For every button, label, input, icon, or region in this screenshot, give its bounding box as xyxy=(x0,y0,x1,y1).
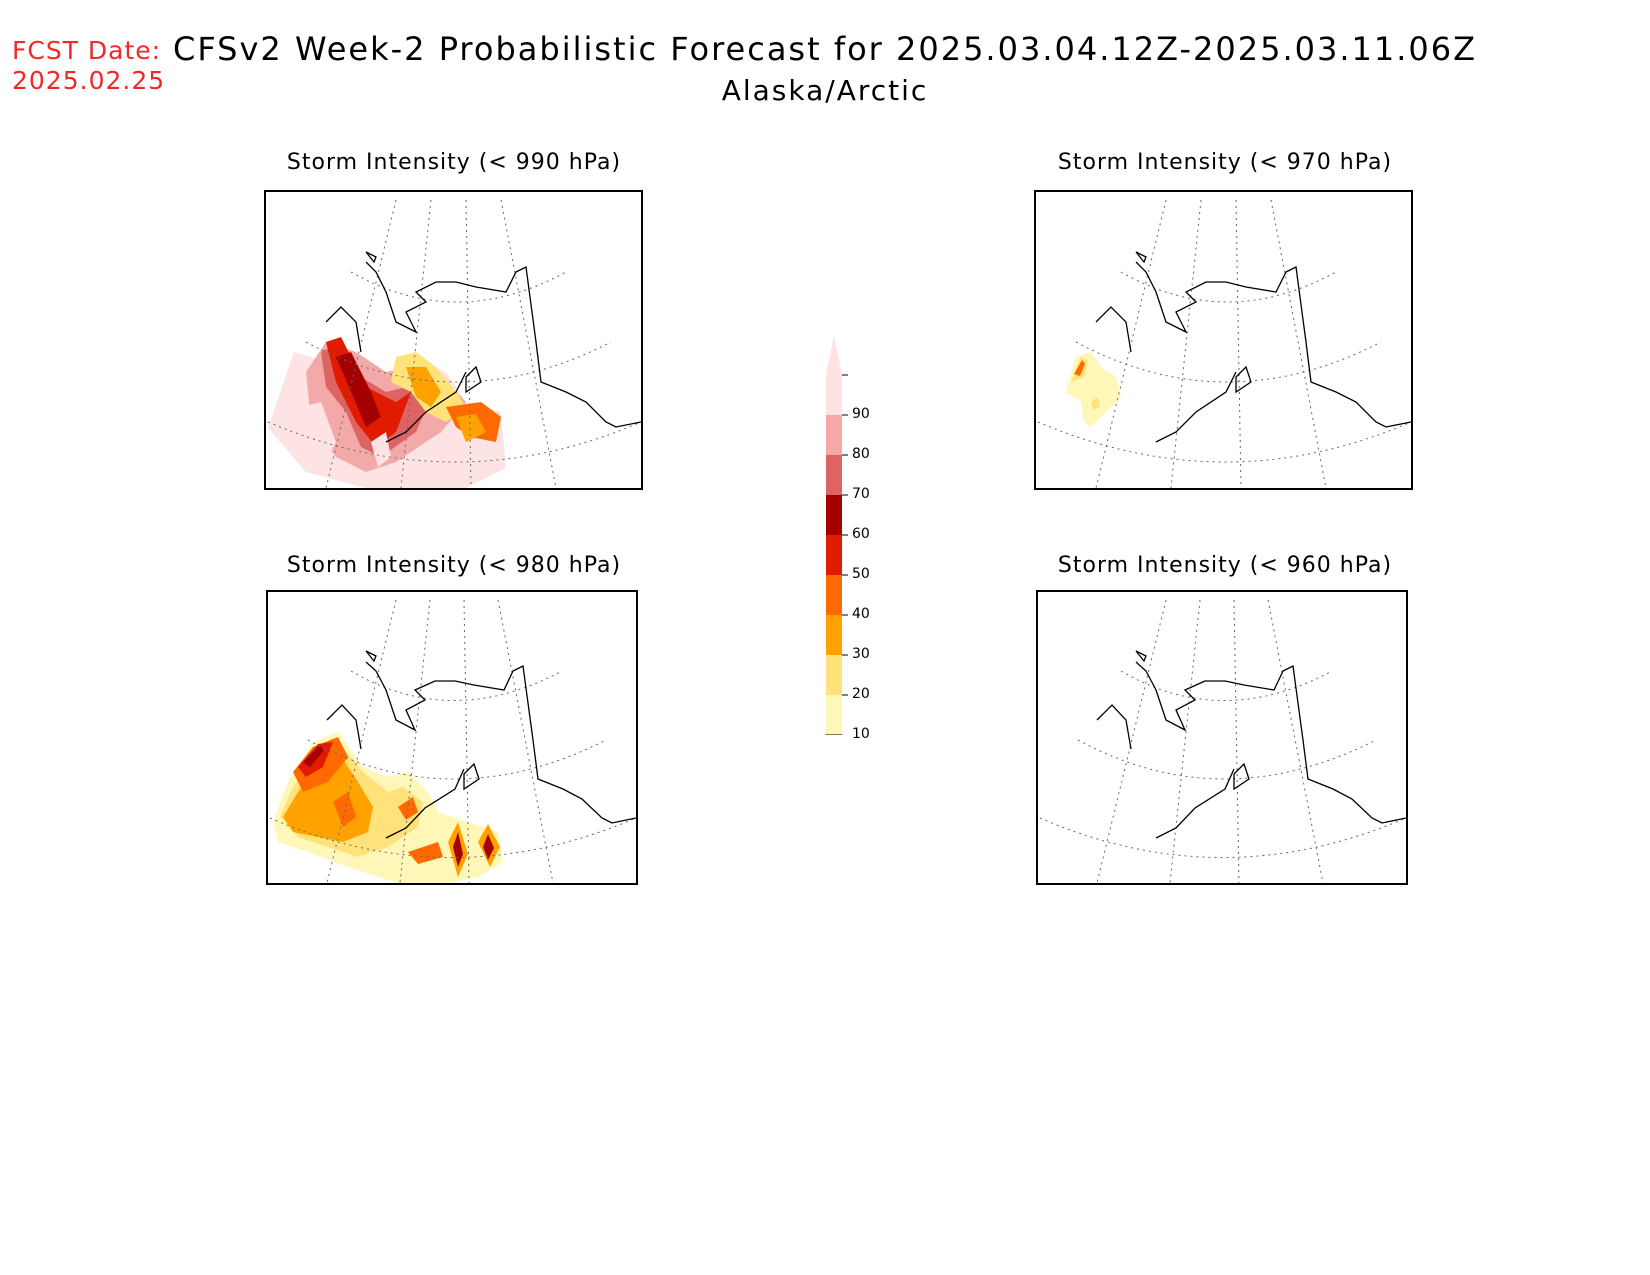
probability-shading xyxy=(273,732,503,883)
colorbar-top-arrow xyxy=(826,335,842,375)
colorbar-tick-label: 30 xyxy=(852,646,870,662)
coastline xyxy=(326,650,636,839)
colorbar-swatch xyxy=(826,495,842,535)
forecast-date-block: FCST Date: 2025.02.25 xyxy=(12,36,165,96)
probability-shading xyxy=(268,337,506,488)
graticule xyxy=(267,199,641,488)
colorbar-swatch xyxy=(826,695,842,735)
colorbar-swatch xyxy=(826,535,842,575)
colorbar-tick-label: 10 xyxy=(852,726,870,742)
panel-title-970: Storm Intensity (< 970 hPa) xyxy=(1057,150,1393,175)
forecast-date-label: FCST Date: xyxy=(12,36,162,65)
coastline xyxy=(1096,650,1406,839)
coastline xyxy=(325,251,641,443)
panel-title-980: Storm Intensity (< 980 hPa) xyxy=(286,553,622,578)
map-panel-970 xyxy=(1034,190,1413,490)
colorbar-tick-label: 70 xyxy=(852,486,870,502)
colorbar-swatch xyxy=(826,375,842,415)
panel-title-990: Storm Intensity (< 990 hPa) xyxy=(286,150,622,175)
colorbar-tick-label: 40 xyxy=(852,606,870,622)
graticule xyxy=(1037,199,1411,488)
region-title: Alaska/Arctic xyxy=(721,74,929,107)
probability-shading xyxy=(1066,352,1121,427)
colorbar-tick-label: 90 xyxy=(852,406,870,422)
panel-title-960: Storm Intensity (< 960 hPa) xyxy=(1057,553,1393,578)
map-panel-960 xyxy=(1036,590,1408,885)
colorbar-tick-label: 80 xyxy=(852,446,870,462)
map-panel-980 xyxy=(266,590,638,885)
main-title: CFSv2 Week-2 Probabilistic Forecast for … xyxy=(172,30,1478,68)
colorbar-tick-label: 20 xyxy=(852,686,870,702)
graticule xyxy=(1039,599,1406,883)
colorbar-swatch xyxy=(826,575,842,615)
colorbar-tick-label: 60 xyxy=(852,526,870,542)
forecast-date-value: 2025.02.25 xyxy=(12,66,166,95)
graticule xyxy=(269,599,636,883)
colorbar-swatch xyxy=(826,455,842,495)
colorbar-swatch xyxy=(826,655,842,695)
colorbar-tick-label: 50 xyxy=(852,566,870,582)
colorbar-swatch xyxy=(826,415,842,455)
colorbar-swatch xyxy=(826,615,842,655)
page-title: CFSv2 Week-2 Probabilistic Forecast for … xyxy=(0,30,1650,107)
coastline xyxy=(1095,251,1411,443)
map-panel-990 xyxy=(264,190,643,490)
colorbar-swatches xyxy=(825,335,848,774)
colorbar: 90 80 70 60 50 40 30 20 10 xyxy=(820,335,870,774)
